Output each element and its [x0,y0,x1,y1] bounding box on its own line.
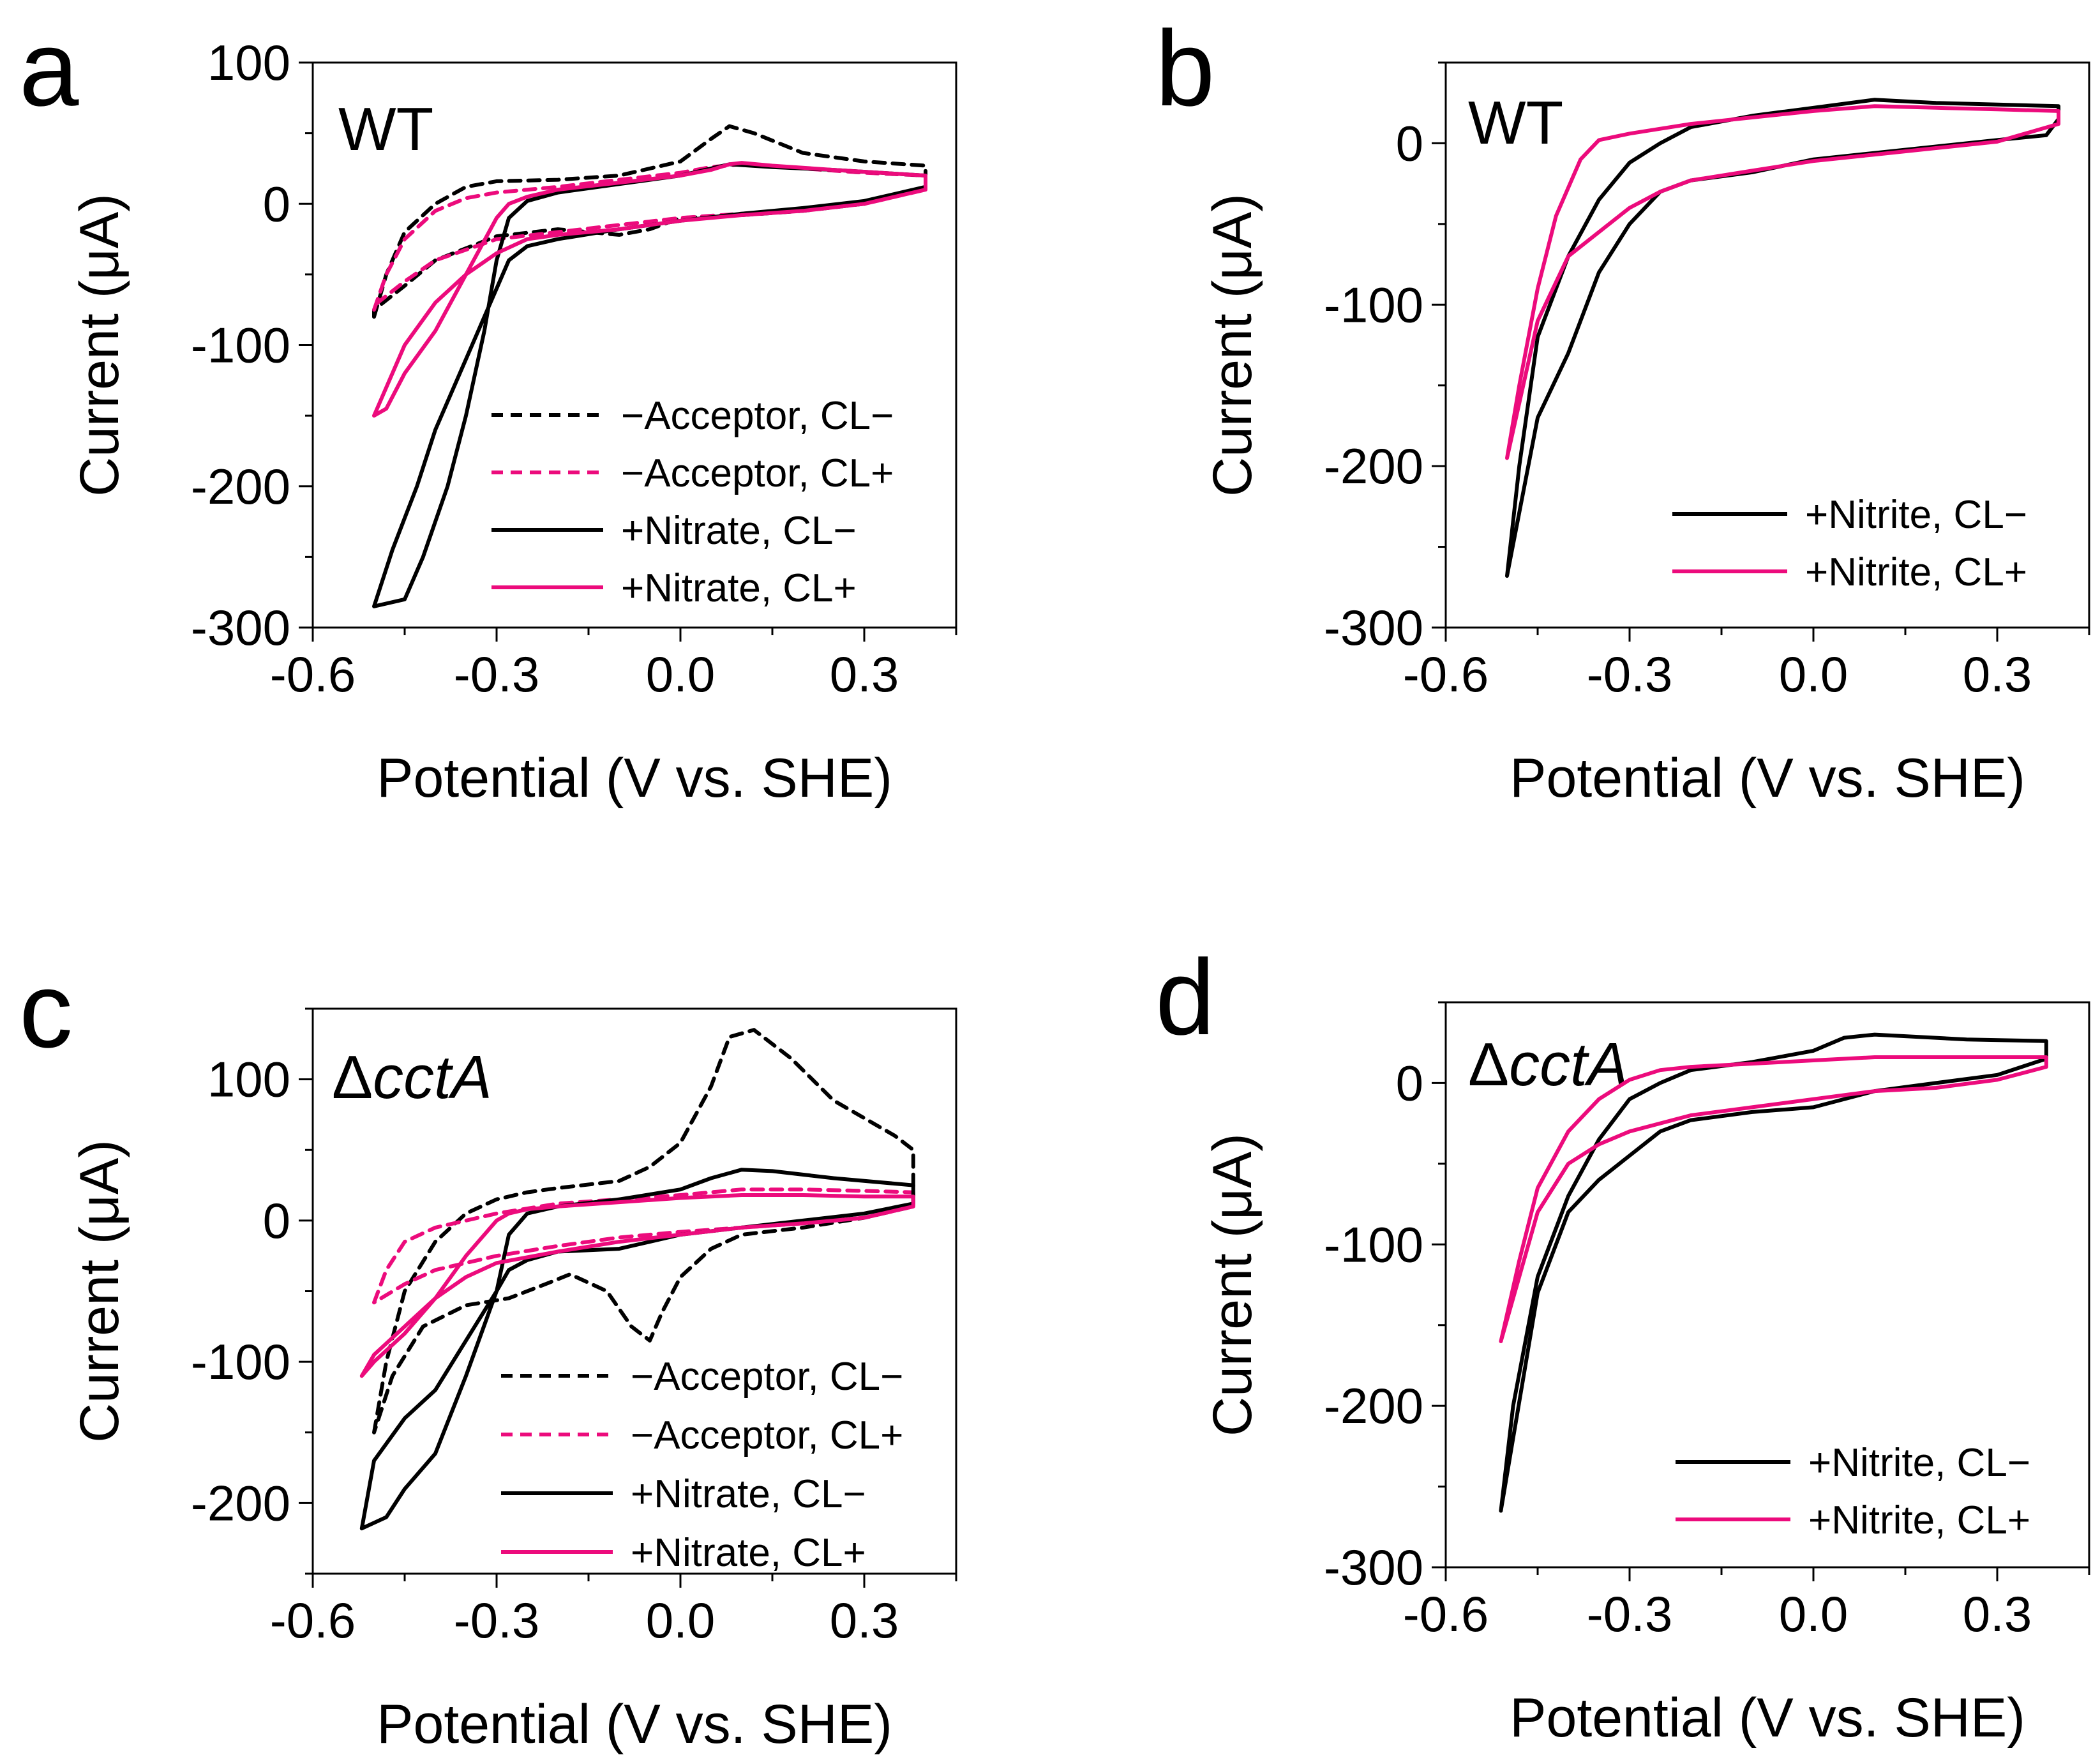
y-tick-label: -200 [1324,438,1423,494]
strain-label-prefix: Δ [1468,1030,1509,1099]
x-tick-label: 0.0 [1779,646,1848,702]
x-tick-label: 0.0 [646,646,715,702]
x-tick-label: -0.3 [454,646,539,702]
x-axis-title: Potential (V vs. SHE) [1510,1687,2025,1749]
y-tick-label: 100 [207,34,290,91]
x-tick-label: -0.6 [270,646,356,702]
x-tick-label: 0.0 [1779,1586,1848,1642]
x-axis-title: Potential (V vs. SHE) [377,748,892,809]
y-tick-label: -100 [1324,1216,1423,1272]
x-tick-label: -0.3 [1587,646,1672,702]
y-axis-title: Current (μA) [69,193,130,497]
cv-curve-nitrate-cl [372,161,927,418]
cv-curve-nitrite-cl [1499,1032,2048,1513]
legend-label: −Acceptor, CL− [631,1355,903,1399]
x-axis-title: Potential (V vs. SHE) [377,1694,892,1755]
y-tick-label: 0 [1396,1055,1423,1111]
cv-curve-nitrate-cl [359,1193,915,1378]
strain-label: WT [1468,89,1563,157]
strain-label-gene: cctA [373,1043,492,1111]
y-tick-label: 0 [263,1193,290,1249]
y-tick-label: -300 [1324,599,1423,656]
cv-curve-acceptor-cl [372,124,927,319]
cv-curve-nitrite-cl [1505,104,2060,460]
y-tick-label: -100 [191,317,290,373]
cv-curve-nitrite-cl [1499,1055,2048,1343]
legend-label: +Nitrate, CL− [631,1472,866,1516]
legend-label: +Nitrite, CL− [1805,493,2027,537]
panel-d: d -0.6 -0.3 0.0 0.3 0 -100 -200 -300 Potential (V… [1155,937,2090,1749]
y-tick-label: -300 [191,599,290,656]
y-tick-label: -200 [191,458,290,515]
y-tick-label: 0 [263,176,290,232]
panel-b: b -0.6 -0.3 0.0 0.3 0 -100 -200 -300 Potential (V… [1155,8,2090,809]
x-tick-label: 0.3 [1963,646,2032,702]
y-tick-label: -100 [191,1334,290,1390]
panel-letter: c [19,950,73,1070]
x-tick-label: 0.0 [646,1592,715,1648]
y-tick-label: -300 [1324,1539,1423,1595]
strain-label: ΔcctA [332,1043,492,1111]
legend-label: +Nitrite, CL− [1808,1441,2030,1485]
plot-frame [1444,61,2090,629]
y-tick-label: 100 [207,1051,290,1108]
legend-label: −Acceptor, CL+ [631,1413,903,1457]
y-axis-title: Current (μA) [1202,193,1263,497]
panel-letter: a [19,8,79,128]
cv-curve-acceptor-cl [372,1187,915,1305]
strain-label-prefix: Δ [332,1043,373,1111]
panel-letter: d [1155,937,1215,1057]
panel-letter: b [1155,8,1215,128]
strain-label-gene: cctA [1509,1030,1628,1099]
y-tick-label: -200 [1324,1378,1423,1434]
x-tick-label: -0.3 [1587,1586,1672,1642]
y-axis-title: Current (μA) [69,1140,130,1443]
x-tick-label: 0.3 [830,1592,899,1648]
strain-label: WT [338,95,433,163]
x-tick-label: 0.3 [830,646,899,702]
x-tick-label: -0.3 [454,1592,539,1648]
y-axis-title: Current (μA) [1202,1133,1263,1436]
plot-frame [1444,1001,2090,1569]
cv-curve-acceptor-cl [372,1028,915,1434]
y-tick-label: -200 [191,1475,290,1531]
y-tick-label: 0 [1396,115,1423,171]
y-tick-label: -100 [1324,276,1423,333]
legend-label: +Nitrate, CL+ [621,566,857,610]
legend-label: −Acceptor, CL+ [621,451,894,495]
legend-label: +Nitrate, CL+ [631,1531,866,1575]
x-axis-title: Potential (V vs. SHE) [1510,748,2025,809]
legend-label: +Nitrate, CL− [621,509,857,553]
cv-curve-nitrate-cl [359,1168,915,1531]
strain-label: ΔcctA [1468,1030,1628,1099]
x-tick-label: 0.3 [1963,1586,2032,1642]
x-tick-label: -0.6 [1403,1586,1489,1642]
panel-c: c -0.6 -0.3 0.0 0.3 100 0 -100 -200 Potential (V … [19,950,957,1755]
legend-label: +Nitrite, CL+ [1805,550,2027,594]
legend-label: +Nitrite, CL+ [1808,1498,2030,1542]
legend-label: −Acceptor, CL− [621,394,894,438]
panel-a: a -0.6 -0.3 0.0 0.3 100 0 -100 -200 -300 Potential… [19,8,957,809]
x-tick-label: -0.6 [270,1592,356,1648]
x-tick-label: -0.6 [1403,646,1489,702]
